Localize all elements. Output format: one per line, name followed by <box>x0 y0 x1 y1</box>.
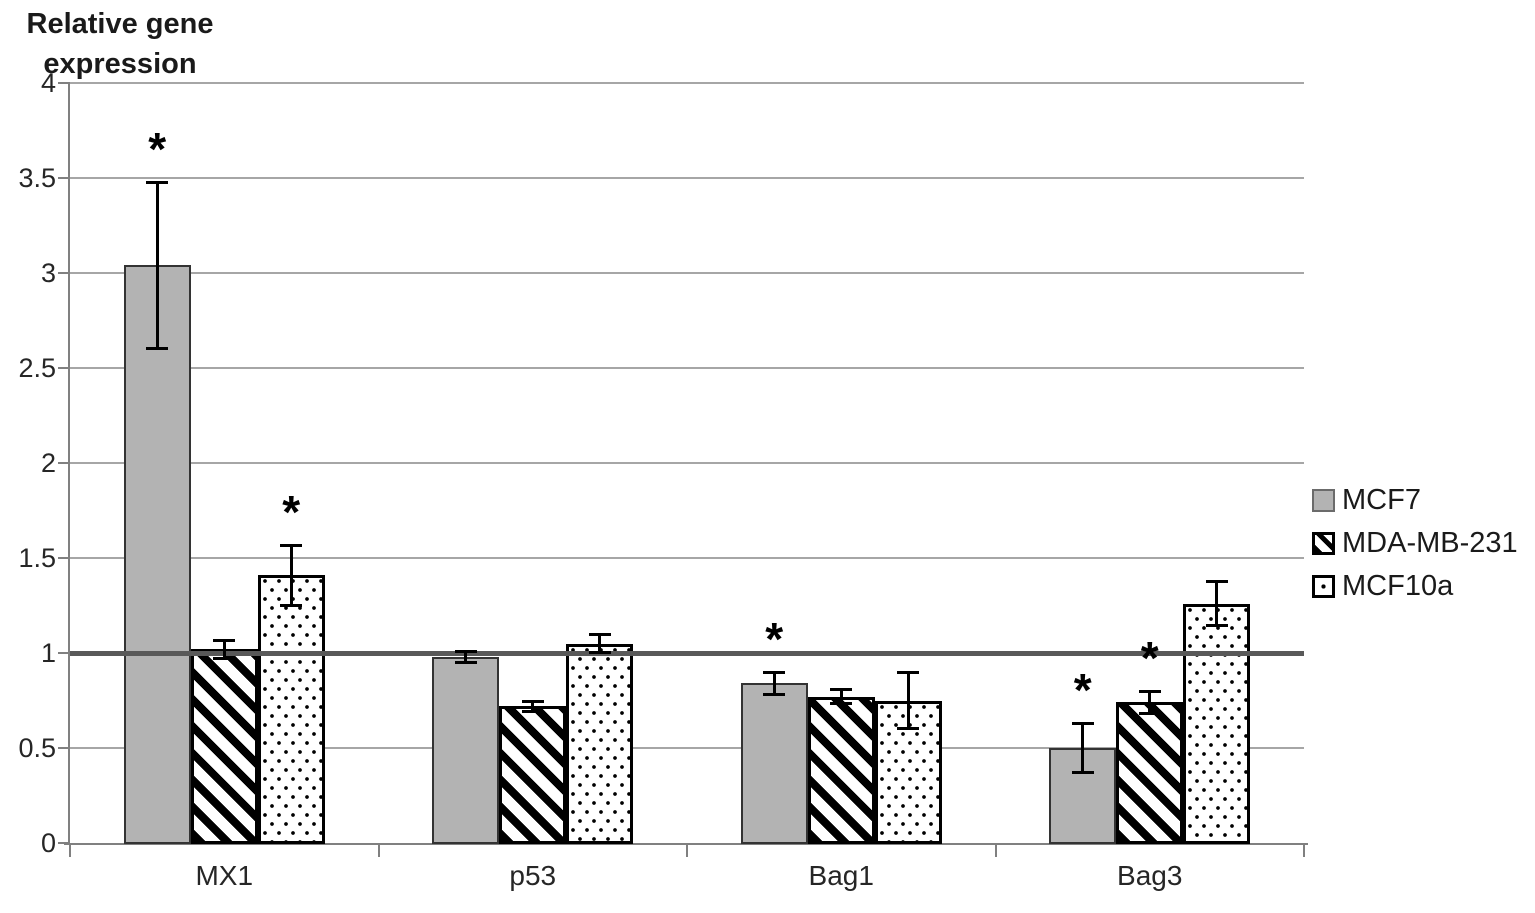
bar-mda-mb-231-bag1 <box>807 696 875 844</box>
legend-label: MCF10a <box>1342 569 1454 602</box>
significance-star: * <box>148 122 167 175</box>
y-tick-label: 1 <box>40 638 56 668</box>
error-bar-cap-bottom <box>454 660 477 664</box>
error-bar-cap-top <box>521 699 544 703</box>
error-bar-cap-top <box>830 688 853 692</box>
error-bar-cap-top <box>146 180 169 184</box>
bar-mcf7-p53 <box>432 656 500 844</box>
error-bar-line <box>906 672 910 729</box>
error-bar-cap-top <box>280 543 303 547</box>
bar-mda-mb-231-bag3 <box>1116 702 1184 844</box>
error-bar-cap-top <box>588 633 611 636</box>
reference-line-y1 <box>70 651 1304 656</box>
x-axis-tick <box>69 845 71 857</box>
error-bar-line <box>839 689 843 705</box>
y-axis-line <box>68 82 70 845</box>
error-bar-line <box>1081 723 1085 773</box>
legend-swatch-hatch-icon <box>1312 531 1335 555</box>
error-bar-cap-top <box>897 671 920 674</box>
grid-line <box>70 177 1304 179</box>
y-tick-label: 2.5 <box>18 353 56 383</box>
x-category-label: Bag3 <box>1117 860 1183 891</box>
error-bar-line <box>289 544 293 606</box>
y-axis-tick <box>58 272 70 274</box>
bar-mda-mb-231-mx1 <box>190 649 258 844</box>
grid-line <box>70 367 1304 369</box>
error-bar-line <box>155 181 159 349</box>
error-bar-line <box>1215 580 1219 627</box>
y-axis-tick <box>58 652 70 654</box>
bar-mcf7-bag1 <box>740 683 808 844</box>
x-axis-tick <box>994 845 997 857</box>
error-bar-cap-top <box>1205 579 1228 583</box>
y-axis-tick <box>58 367 70 369</box>
error-bar-cap-bottom <box>146 347 169 350</box>
grid-line <box>70 557 1304 559</box>
y-tick-label: 3 <box>40 258 56 288</box>
error-bar-cap-bottom <box>588 651 611 654</box>
x-axis-tick <box>1303 845 1305 857</box>
error-bar-cap-bottom <box>1071 770 1094 774</box>
x-axis-tick <box>377 845 380 857</box>
grid-line <box>70 462 1304 464</box>
x-category-label: MX1 <box>195 860 254 891</box>
error-bar-cap-bottom <box>213 656 236 660</box>
significance-star: * <box>1073 664 1092 717</box>
x-axis-line <box>64 843 1308 845</box>
error-bar-cap-bottom <box>1205 624 1228 628</box>
error-bar-line <box>531 700 535 712</box>
error-bar-line <box>464 651 468 663</box>
grid-line <box>70 272 1304 274</box>
legend-swatch-dots-icon <box>1312 574 1335 598</box>
bar-mda-mb-231-p53 <box>499 706 567 844</box>
error-bar-cap-top <box>763 671 786 674</box>
error-bar-cap-bottom <box>1138 711 1161 715</box>
error-bar-line <box>598 634 602 653</box>
error-bar-cap-bottom <box>521 709 544 713</box>
y-tick-label: 0.5 <box>18 733 56 763</box>
legend-item-mcf10a: MCF10a <box>1312 569 1518 602</box>
legend: MCF7 MDA-MB-231 MCF10a <box>1312 483 1518 614</box>
bar-mcf10a-mx1 <box>257 575 325 844</box>
y-axis-tick <box>58 462 70 464</box>
significance-star: * <box>282 485 301 538</box>
y-tick-label: 3.5 <box>18 163 56 193</box>
significance-star: * <box>765 613 784 665</box>
error-bar-cap-bottom <box>280 603 303 607</box>
bar-mcf7-mx1 <box>123 265 191 844</box>
y-axis-tick <box>58 177 70 179</box>
x-category-label: Bag1 <box>808 860 874 891</box>
grid-line <box>70 82 1304 84</box>
x-category-label: p53 <box>509 860 557 891</box>
legend-label: MCF7 <box>1342 483 1421 516</box>
y-axis-tick <box>58 557 70 559</box>
y-tick-label: 0 <box>40 828 56 858</box>
significance-star: * <box>1140 632 1159 684</box>
chart-title: Relative gene expression <box>26 8 214 81</box>
legend-item-mcf7: MCF7 <box>1312 483 1518 516</box>
y-axis-tick <box>58 82 70 84</box>
error-bar-line <box>222 639 226 659</box>
error-bar-cap-top <box>1071 722 1094 726</box>
y-tick-label: 1.5 <box>18 543 56 573</box>
legend-swatch-solid-icon <box>1312 488 1335 512</box>
legend-item-mda-mb-231: MDA-MB-231 <box>1312 526 1518 559</box>
y-tick-label: 2 <box>40 448 56 478</box>
error-bar-cap-top <box>213 638 236 642</box>
error-bar-line <box>1148 691 1152 714</box>
error-bar-cap-bottom <box>897 727 920 730</box>
y-tick-label: 4 <box>40 68 56 98</box>
error-bar-cap-bottom <box>830 702 853 706</box>
error-bar-cap-top <box>1138 690 1161 693</box>
legend-label: MDA-MB-231 <box>1342 526 1518 559</box>
bar-mcf10a-bag3 <box>1183 603 1251 844</box>
error-bar-cap-top <box>454 650 477 654</box>
error-bar-line <box>772 672 776 695</box>
x-axis-tick <box>686 845 688 857</box>
y-axis-tick <box>58 747 70 749</box>
error-bar-cap-bottom <box>763 692 786 696</box>
bar-mcf10a-p53 <box>566 643 634 844</box>
grid-line <box>70 747 1304 749</box>
